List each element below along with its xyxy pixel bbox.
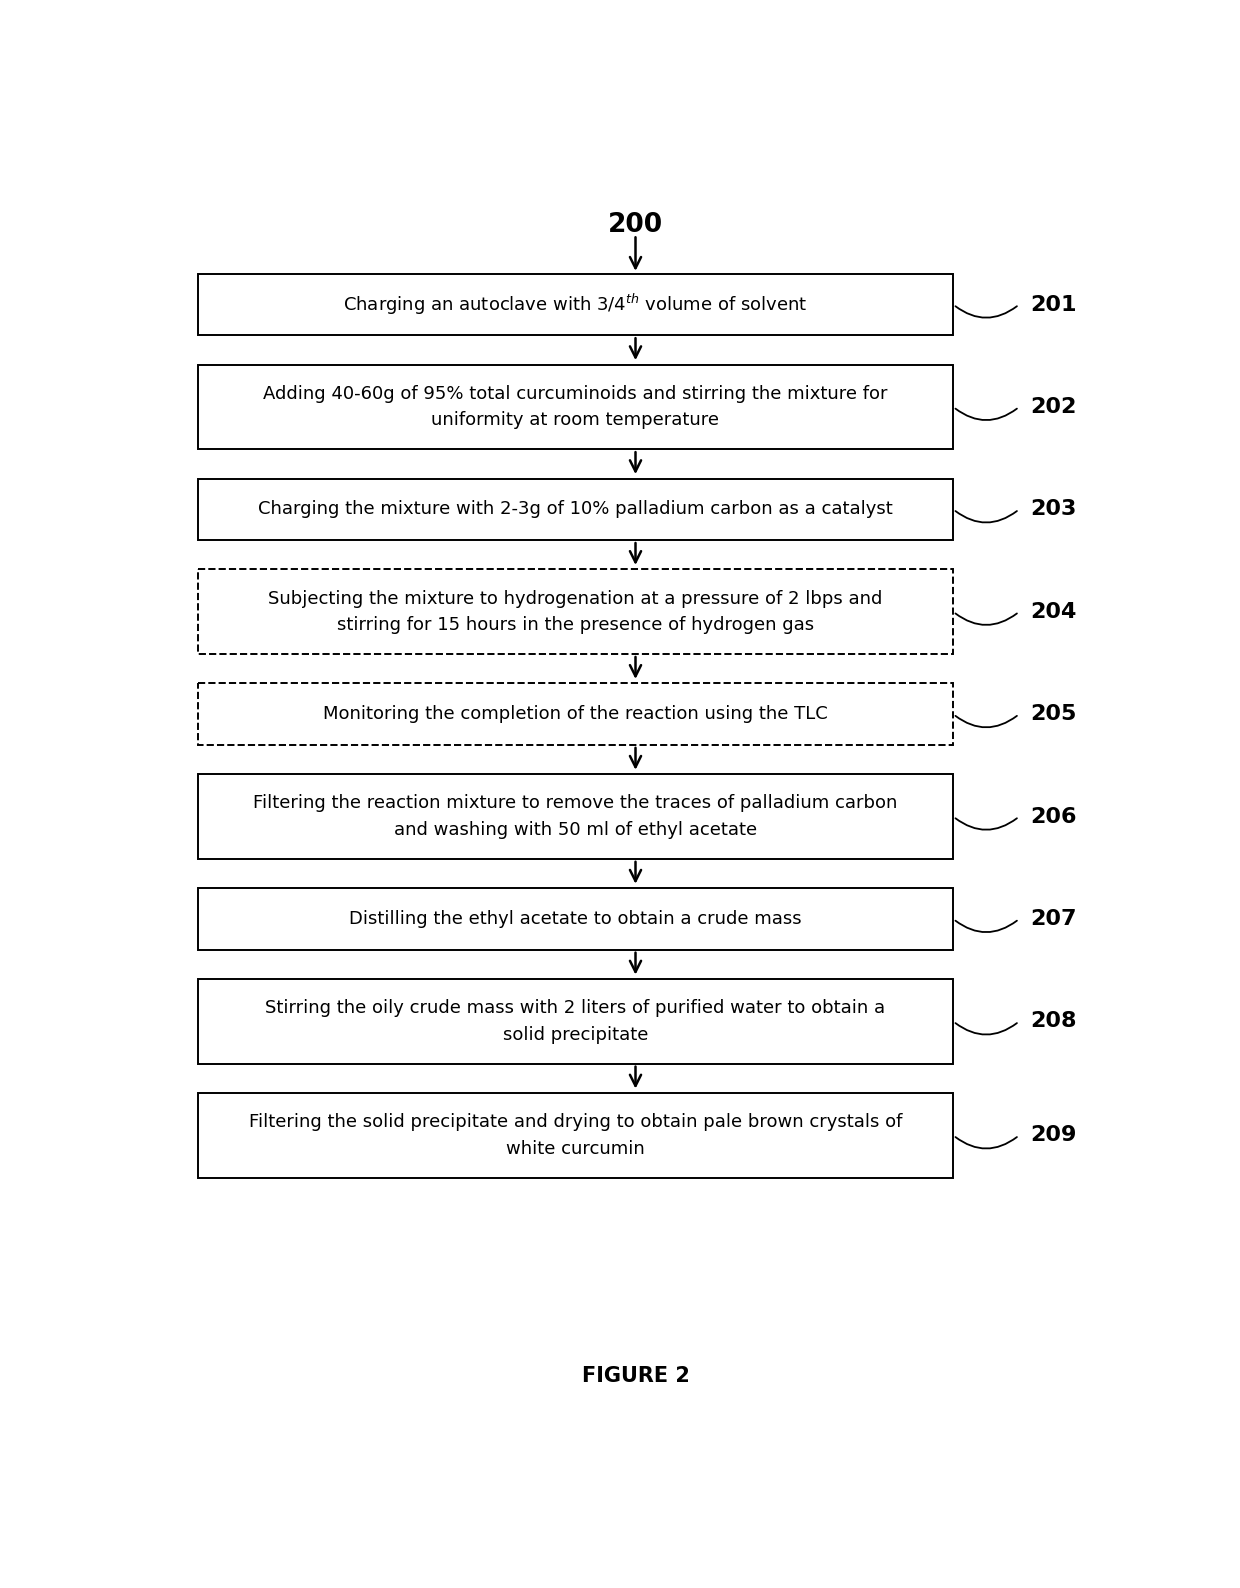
Bar xyxy=(197,478,954,540)
Text: 203: 203 xyxy=(1030,499,1078,519)
Text: Filtering the reaction mixture to remove the traces of palladium carbon
and wash: Filtering the reaction mixture to remove… xyxy=(253,794,898,838)
Text: Monitoring the completion of the reaction using the TLC: Monitoring the completion of the reactio… xyxy=(324,705,828,723)
Text: 207: 207 xyxy=(1030,908,1078,929)
Text: Distilling the ethyl acetate to obtain a crude mass: Distilling the ethyl acetate to obtain a… xyxy=(350,910,802,927)
Text: Filtering the solid precipitate and drying to obtain pale brown crystals of
whit: Filtering the solid precipitate and dryi… xyxy=(249,1113,903,1158)
Text: Stirring the oily crude mass with 2 liters of purified water to obtain a
solid p: Stirring the oily crude mass with 2 lite… xyxy=(265,999,885,1043)
Text: Adding 40-60g of 95% total curcuminoids and stirring the mixture for
uniformity : Adding 40-60g of 95% total curcuminoids … xyxy=(263,384,888,429)
Text: Subjecting the mixture to hydrogenation at a pressure of 2 lbps and
stirring for: Subjecting the mixture to hydrogenation … xyxy=(268,589,883,634)
Bar xyxy=(197,273,954,335)
Bar xyxy=(197,775,954,859)
Text: 204: 204 xyxy=(1030,602,1078,622)
Bar xyxy=(197,888,954,950)
Text: 209: 209 xyxy=(1030,1126,1078,1145)
Text: 201: 201 xyxy=(1030,294,1078,314)
Text: Charging the mixture with 2-3g of 10% palladium carbon as a catalyst: Charging the mixture with 2-3g of 10% pa… xyxy=(258,500,893,518)
Text: FIGURE 2: FIGURE 2 xyxy=(582,1366,689,1386)
Text: Charging an autoclave with 3/4$^{th}$ volume of solvent: Charging an autoclave with 3/4$^{th}$ vo… xyxy=(343,292,807,318)
Bar xyxy=(197,365,954,449)
Bar xyxy=(197,980,954,1064)
Text: 208: 208 xyxy=(1030,1012,1078,1031)
Text: 202: 202 xyxy=(1030,397,1078,418)
Bar xyxy=(197,683,954,745)
Bar xyxy=(197,1093,954,1178)
Text: 206: 206 xyxy=(1030,807,1078,827)
Text: 200: 200 xyxy=(608,213,663,238)
Text: 205: 205 xyxy=(1030,703,1078,724)
Bar xyxy=(197,570,954,654)
